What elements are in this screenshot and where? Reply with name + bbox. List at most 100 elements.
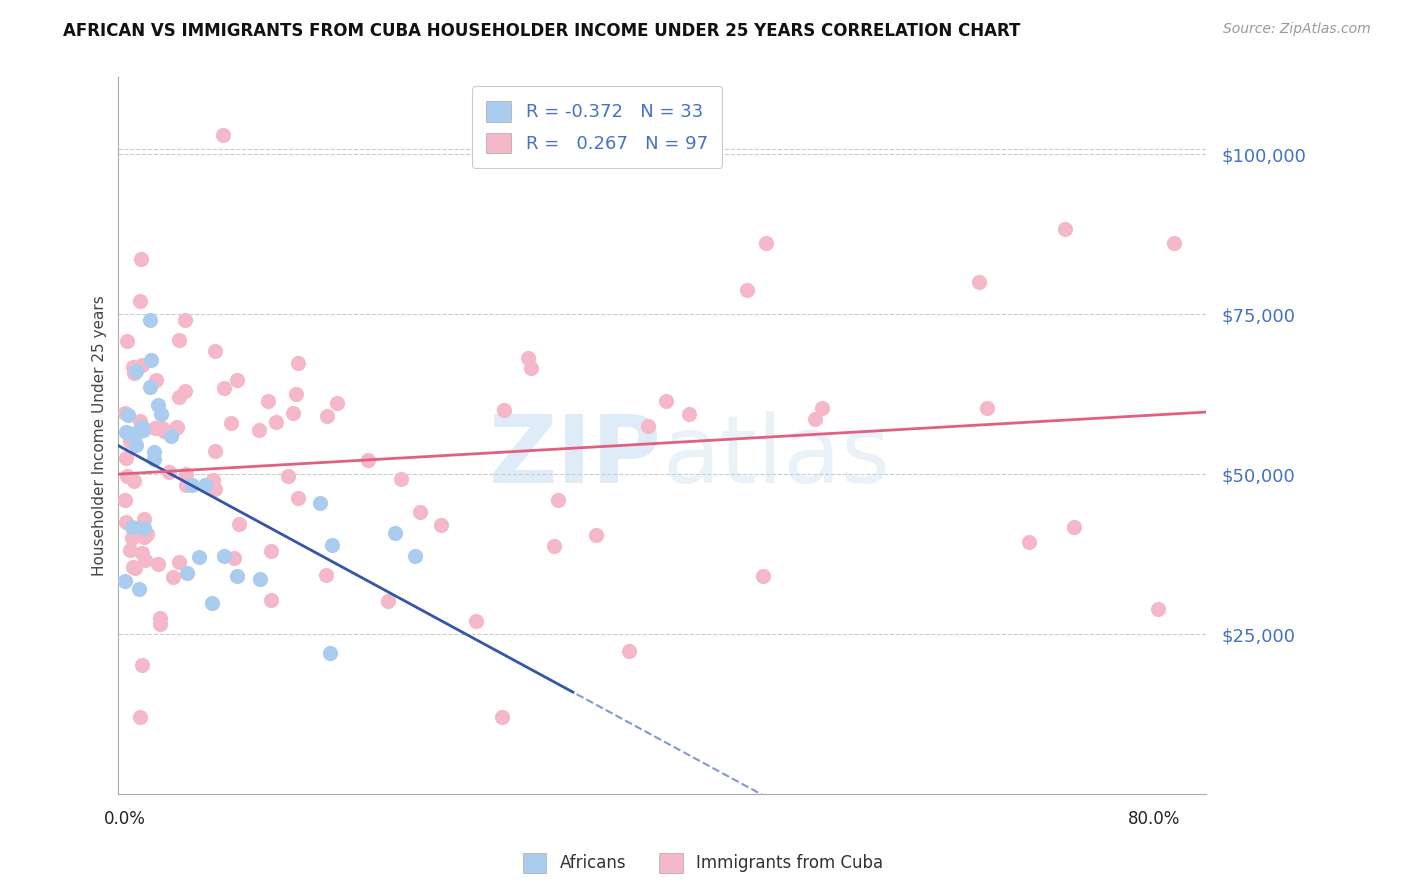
Point: [204, 343, 226, 358]
Point: [212, 549, 235, 563]
Point: [204, 444, 226, 458]
Point: [356, 453, 378, 467]
Point: [308, 496, 330, 510]
Point: [118, 434, 141, 448]
Point: [139, 312, 162, 326]
Point: [249, 572, 271, 586]
Point: [519, 361, 541, 376]
Point: [617, 644, 640, 658]
Point: [174, 313, 197, 327]
Legend: Africans, Immigrants from Cuba: Africans, Immigrants from Cuba: [516, 847, 890, 880]
Point: [260, 543, 283, 558]
Point: [226, 568, 249, 582]
Point: [464, 614, 486, 628]
Point: [277, 468, 299, 483]
Legend: R = -0.372   N = 33, R =   0.267   N = 97: R = -0.372 N = 33, R = 0.267 N = 97: [471, 87, 723, 168]
Point: [128, 424, 150, 438]
Point: [128, 414, 150, 428]
Point: [810, 401, 832, 416]
Point: [404, 549, 426, 564]
Point: [143, 421, 166, 435]
Text: Source: ZipAtlas.com: Source: ZipAtlas.com: [1223, 22, 1371, 37]
Point: [132, 521, 155, 535]
Point: [967, 275, 990, 289]
Point: [143, 444, 166, 458]
Point: [162, 570, 184, 584]
Text: atlas: atlas: [662, 411, 890, 503]
Point: [319, 646, 342, 660]
Point: [222, 550, 245, 565]
Point: [200, 596, 222, 610]
Point: [804, 412, 827, 426]
Point: [139, 352, 162, 367]
Text: ZIP: ZIP: [489, 411, 662, 503]
Point: [492, 402, 515, 417]
Point: [678, 408, 700, 422]
Point: [146, 557, 169, 571]
Point: [491, 710, 513, 724]
Point: [160, 429, 183, 443]
Point: [752, 568, 775, 582]
Point: [115, 425, 138, 439]
Point: [316, 409, 339, 423]
Point: [152, 424, 174, 438]
Point: [149, 617, 172, 632]
Point: [377, 594, 399, 608]
Point: [150, 407, 173, 421]
Point: [142, 451, 165, 466]
Point: [167, 555, 190, 569]
Point: [131, 658, 153, 673]
Point: [409, 505, 432, 519]
Point: [124, 561, 146, 575]
Point: [194, 478, 217, 492]
Point: [157, 465, 180, 479]
Point: [139, 380, 162, 394]
Point: [169, 333, 191, 347]
Point: [287, 491, 309, 505]
Point: [134, 553, 156, 567]
Point: [132, 512, 155, 526]
Point: [121, 519, 143, 533]
Point: [128, 582, 150, 596]
Point: [114, 574, 136, 589]
Point: [117, 408, 139, 422]
Point: [321, 537, 343, 551]
Point: [125, 438, 148, 452]
Point: [264, 415, 287, 429]
Text: AFRICAN VS IMMIGRANTS FROM CUBA HOUSEHOLDER INCOME UNDER 25 YEARS CORRELATION CH: AFRICAN VS IMMIGRANTS FROM CUBA HOUSEHOL…: [63, 22, 1021, 40]
Point: [166, 419, 188, 434]
Point: [257, 393, 280, 408]
Point: [976, 401, 998, 415]
Y-axis label: Householder Income Under 25 years: Householder Income Under 25 years: [93, 295, 107, 576]
Point: [131, 420, 153, 434]
Point: [212, 380, 235, 394]
Point: [516, 351, 538, 365]
Point: [125, 527, 148, 541]
Point: [174, 478, 197, 492]
Point: [129, 252, 152, 266]
Point: [132, 423, 155, 437]
Point: [150, 421, 173, 435]
Point: [389, 472, 412, 486]
Point: [204, 482, 226, 496]
Point: [287, 356, 309, 370]
Point: [315, 568, 337, 582]
Point: [637, 419, 659, 434]
Point: [125, 364, 148, 378]
Point: [228, 516, 250, 531]
Point: [219, 416, 242, 430]
Point: [115, 469, 138, 483]
Point: [122, 474, 145, 488]
Point: [1018, 534, 1040, 549]
Point: [136, 527, 159, 541]
Point: [115, 334, 138, 348]
Point: [127, 426, 149, 441]
Point: [285, 387, 308, 401]
Point: [115, 450, 138, 465]
Point: [547, 493, 569, 508]
Point: [325, 396, 347, 410]
Point: [283, 406, 305, 420]
Point: [1147, 602, 1170, 616]
Point: [174, 467, 197, 482]
Point: [735, 283, 758, 297]
